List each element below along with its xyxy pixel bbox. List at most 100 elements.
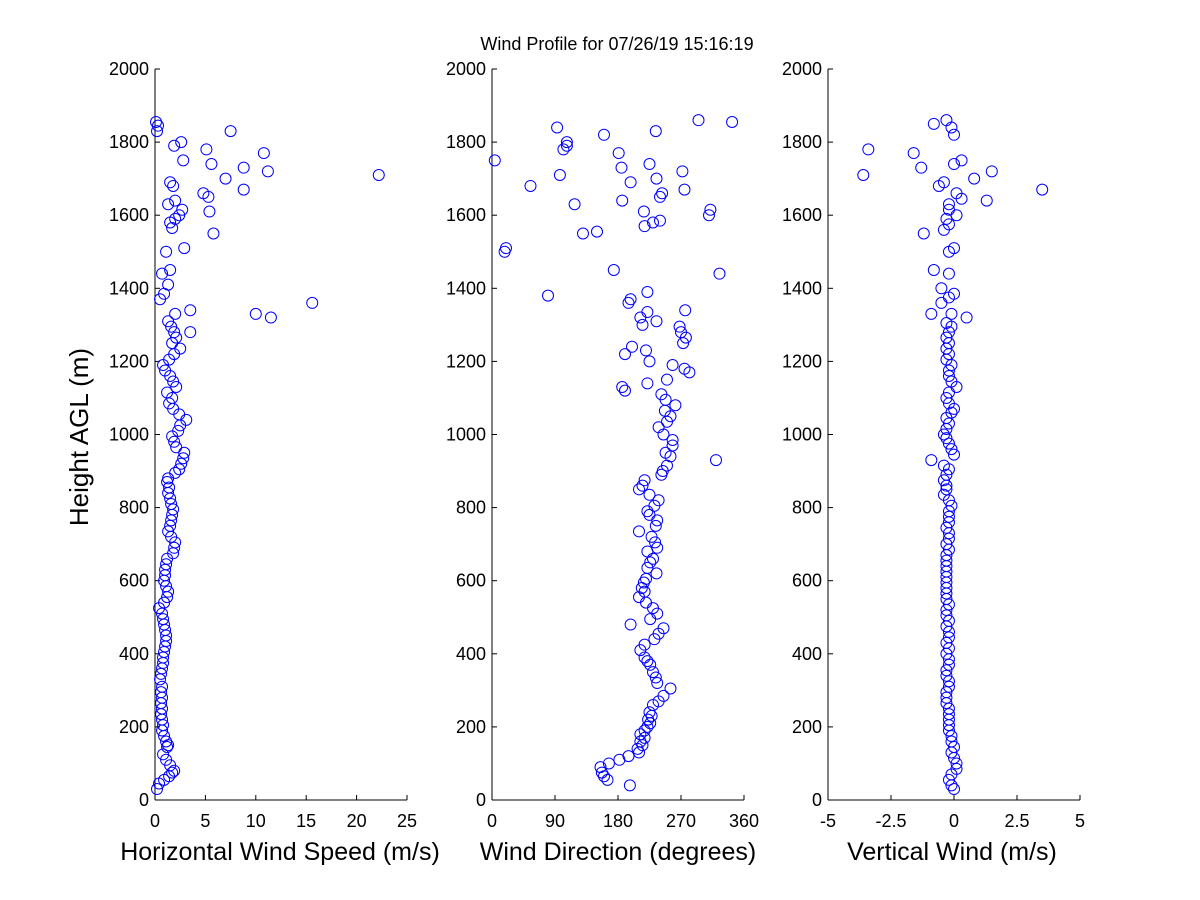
y-tick-label: 0 xyxy=(812,790,822,810)
panel-1: 0 200 400 600 800 1000 1200 1400 1600 1800 2000 0 5 1… xyxy=(64,59,440,866)
data-point xyxy=(637,205,650,218)
data-point xyxy=(169,466,182,479)
data-point xyxy=(170,331,183,344)
y-tick-label: 0 xyxy=(139,790,149,810)
y-tick-label: 400 xyxy=(792,644,822,664)
data-point xyxy=(184,326,197,339)
data-point xyxy=(633,525,645,538)
x-tick-label: 0 xyxy=(949,811,959,831)
data-point xyxy=(940,391,953,404)
data-point xyxy=(638,474,651,487)
data-point xyxy=(607,264,620,277)
data-point xyxy=(264,311,277,324)
data-point xyxy=(940,468,953,481)
data-point xyxy=(942,675,955,688)
data-point xyxy=(169,194,182,207)
data-point xyxy=(173,463,186,476)
y-tick-label: 1000 xyxy=(109,425,149,445)
data-point xyxy=(641,505,654,518)
data-point xyxy=(940,669,953,682)
data-point xyxy=(945,375,958,388)
data-point xyxy=(645,530,658,543)
data-point xyxy=(638,638,651,651)
data-point xyxy=(661,373,673,386)
y-tick-label: 800 xyxy=(456,498,486,518)
data-point xyxy=(650,172,663,185)
data-point xyxy=(155,686,168,699)
data-point xyxy=(650,567,663,580)
data-point xyxy=(647,216,659,229)
data-point xyxy=(942,614,955,627)
data-point xyxy=(650,315,663,328)
x-axis-label: Wind Direction (degrees) xyxy=(480,838,757,866)
x-tick-label: 15 xyxy=(296,811,316,831)
data-point xyxy=(162,525,175,538)
data-point xyxy=(968,172,981,185)
data-point xyxy=(940,636,953,649)
data-point xyxy=(651,677,664,690)
data-point xyxy=(616,380,629,393)
data-point xyxy=(178,446,191,459)
data-point xyxy=(651,541,664,554)
data-point xyxy=(170,380,183,393)
data-point xyxy=(940,609,953,622)
data-point xyxy=(168,326,181,339)
data-point xyxy=(942,532,955,545)
data-point xyxy=(692,114,705,127)
data-point xyxy=(942,598,955,611)
data-point xyxy=(942,773,955,786)
data-point xyxy=(162,315,175,328)
data-point xyxy=(156,267,169,280)
data-point xyxy=(197,187,210,200)
data-point xyxy=(622,750,635,763)
data-point xyxy=(641,306,654,319)
data-point xyxy=(945,730,958,743)
data-point xyxy=(150,115,163,128)
data-point xyxy=(655,388,668,401)
data-point xyxy=(560,136,573,149)
data-point xyxy=(657,689,670,702)
panel-2: 0 200 400 600 800 1000 1200 1400 1600 1800 2000 0 90… xyxy=(446,59,759,866)
data-point xyxy=(164,264,177,277)
y-tick-label: 600 xyxy=(792,571,822,591)
y-tick-label: 2000 xyxy=(109,59,149,79)
data-point xyxy=(955,154,968,167)
x-tick-label: 270 xyxy=(666,811,696,831)
data-point xyxy=(644,658,657,671)
data-point xyxy=(669,399,682,412)
data-point xyxy=(170,441,183,454)
data-point xyxy=(915,161,928,174)
data-point xyxy=(177,452,190,465)
data-point xyxy=(644,556,657,569)
y-tick-label: 1600 xyxy=(109,205,149,225)
data-point xyxy=(657,622,670,635)
y-tick-label: 1800 xyxy=(782,132,822,152)
data-point xyxy=(948,158,960,171)
data-point xyxy=(622,296,635,309)
data-point xyxy=(710,454,722,467)
figure-title: Wind Profile for 07/26/19 15:16:19 xyxy=(480,34,753,54)
data-point xyxy=(636,479,649,492)
data-point xyxy=(619,348,631,361)
data-point xyxy=(634,728,647,741)
data-point xyxy=(678,362,691,375)
y-tick-label: 800 xyxy=(119,498,149,518)
data-point xyxy=(649,125,662,138)
data-point xyxy=(168,541,181,554)
data-point xyxy=(942,702,955,715)
data-point xyxy=(200,143,213,156)
data-point xyxy=(925,307,938,320)
data-point xyxy=(703,209,715,222)
data-point xyxy=(942,364,955,377)
data-point xyxy=(177,154,190,167)
y-tick-label: 400 xyxy=(119,644,149,664)
data-point xyxy=(175,457,188,470)
data-point xyxy=(942,631,955,644)
data-point xyxy=(219,172,232,185)
data-point xyxy=(631,742,644,755)
data-point xyxy=(937,459,950,472)
x-axis-label: Horizontal Wind Speed (m/s) xyxy=(120,838,440,866)
data-point xyxy=(166,221,179,234)
data-point xyxy=(175,136,188,149)
